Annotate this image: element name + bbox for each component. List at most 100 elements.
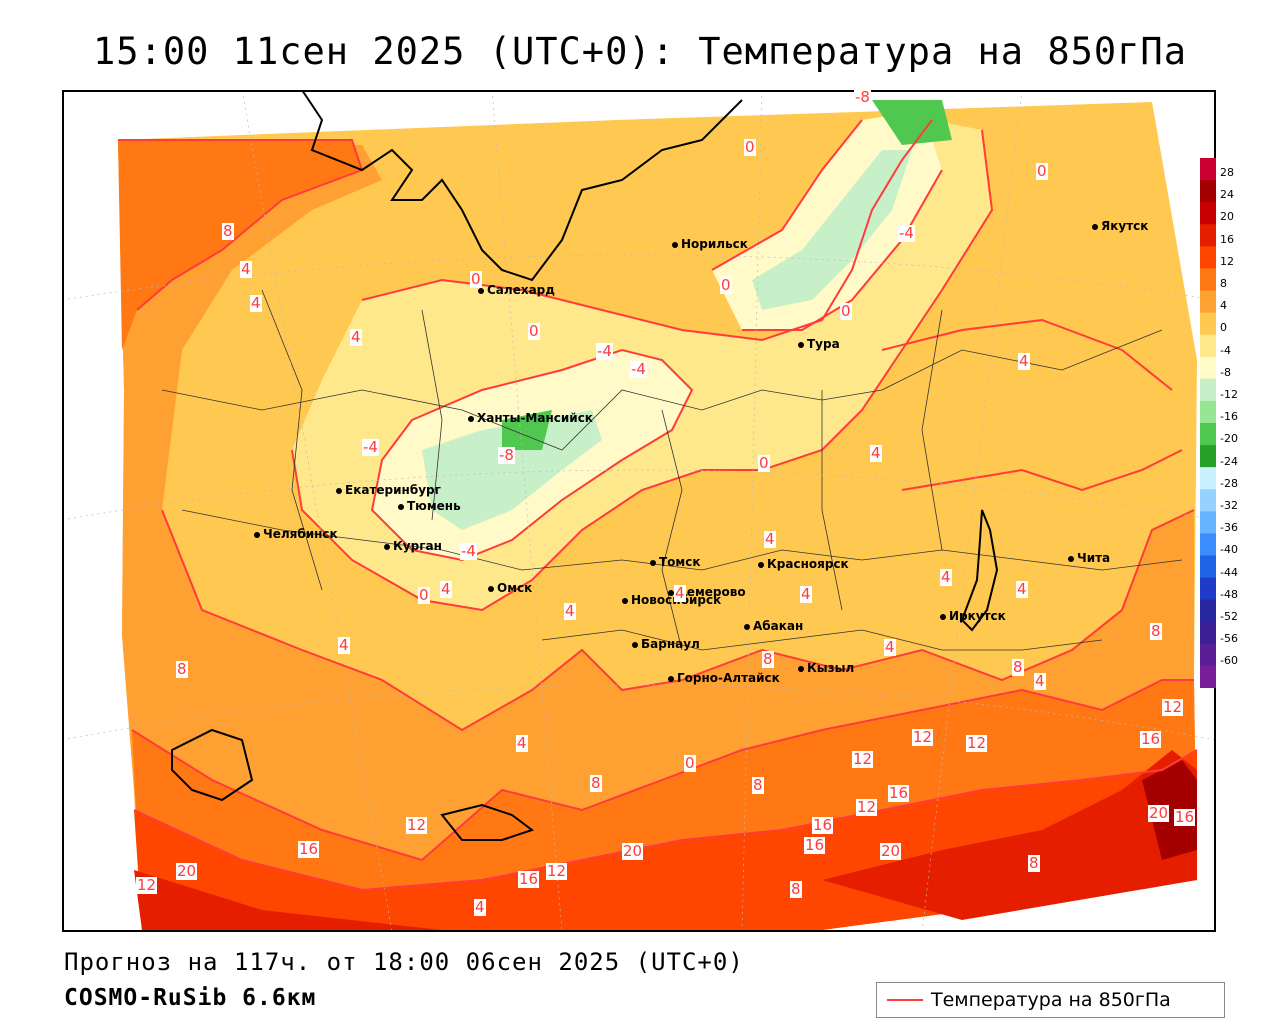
- color-scale-tick-label: -48: [1220, 587, 1238, 601]
- city-label: Чита: [1077, 551, 1111, 565]
- color-scale: [1200, 158, 1216, 688]
- color-scale-tick-label: 24: [1220, 188, 1234, 202]
- contour-value-label: -4: [596, 342, 613, 360]
- contour-value-label: 12: [856, 798, 878, 816]
- city-marker: Кызыл: [798, 661, 854, 675]
- contour-value-label: 4: [350, 328, 362, 346]
- contour-value-label: 0: [720, 276, 732, 294]
- contour-value-label: 8: [790, 880, 802, 898]
- color-scale-segment: [1200, 577, 1216, 601]
- color-scale-tick-label: -44: [1220, 565, 1238, 579]
- zone-20: [134, 750, 1197, 930]
- city-label: Ханты-Мансийск: [477, 411, 593, 425]
- city-dot-icon: [650, 559, 656, 566]
- color-scale-tick-label: -52: [1220, 610, 1238, 623]
- city-dot-icon: [1092, 223, 1098, 230]
- color-scale-segment: [1200, 180, 1216, 203]
- city-dot-icon: [622, 597, 628, 604]
- city-marker: Курган: [384, 539, 442, 553]
- contour-value-label: 0: [418, 586, 430, 604]
- color-scale-segment: [1200, 445, 1216, 468]
- contour-value-label: 0: [470, 270, 482, 288]
- city-label: Норильск: [681, 237, 748, 251]
- contour-value-label: 16: [518, 870, 540, 888]
- contour-lines: [118, 119, 1198, 892]
- color-scale-segment: [1200, 202, 1216, 225]
- city-dot-icon: [1068, 555, 1074, 562]
- city-marker: Челябинск: [254, 527, 338, 541]
- contour-value-label: 4: [764, 530, 776, 548]
- color-scale-tick-label: 20: [1220, 210, 1234, 224]
- city-dot-icon: [336, 487, 342, 494]
- contour-value-label: 8: [222, 222, 234, 240]
- city-dot-icon: [384, 543, 390, 550]
- color-scale-tick-label: -60: [1220, 654, 1238, 668]
- contour-value-label: 16: [1140, 730, 1162, 748]
- city-dot-icon: [798, 341, 804, 348]
- contour-value-label: 4: [674, 584, 686, 602]
- city-label: Омск: [497, 581, 533, 595]
- city-dot-icon: [632, 641, 638, 648]
- contour-value-label: 8: [590, 774, 602, 792]
- color-scale-segment: [1200, 334, 1216, 358]
- contour-value-label: 8: [762, 650, 774, 668]
- city-marker: Барнаул: [632, 637, 700, 651]
- color-scale-tick-label: 12: [1220, 254, 1234, 268]
- contour-value-label: 0: [684, 754, 696, 772]
- color-scale-segment: [1200, 533, 1216, 556]
- color-scale-segment: [1200, 511, 1216, 534]
- color-scale-segment: [1200, 290, 1216, 314]
- city-dot-icon: [468, 415, 474, 422]
- city-label: Томск: [659, 555, 701, 569]
- contour-value-label: 12: [406, 816, 428, 834]
- contour-value-label: -4: [898, 224, 915, 242]
- contour-value-label: 0: [1036, 162, 1048, 180]
- color-scale-segment: [1200, 489, 1216, 512]
- contour-value-label: 4: [440, 580, 452, 598]
- contour-value-label: 12: [136, 876, 158, 894]
- contour-value-label: 16: [888, 784, 910, 802]
- color-scale-tick-label: -20: [1220, 432, 1238, 446]
- contour-value-label: 16: [812, 816, 834, 834]
- contour-value-label: 12: [1162, 698, 1184, 716]
- color-scale-segment: [1200, 400, 1216, 424]
- contour-value-label: 16: [804, 836, 826, 854]
- contour-value-label: 0: [744, 138, 756, 156]
- color-scale-segment: [1200, 312, 1216, 336]
- contour-value-label: 4: [240, 260, 252, 278]
- contour-value-label: 0: [528, 322, 540, 340]
- contour-value-label: 4: [1016, 580, 1028, 598]
- legend-label: Температура на 850гПа: [931, 989, 1171, 1011]
- contour-value-label: 12: [966, 734, 988, 752]
- color-scale-tick-label: 4: [1220, 299, 1227, 313]
- coastlines: [171, 90, 999, 841]
- contour-value-label: 4: [870, 444, 882, 462]
- color-scale-tick-label: 8: [1220, 277, 1227, 290]
- contour-value-label: -4: [460, 542, 477, 560]
- contour-value-label: 0: [840, 302, 852, 320]
- color-scale-tick-label: -8: [1220, 365, 1231, 379]
- color-scale-segment: [1200, 467, 1216, 490]
- city-label: Красноярск: [767, 557, 849, 571]
- map-title: 15:00 11сен 2025 (UTC+0): Температура на…: [93, 30, 1187, 73]
- zone-minus12: [502, 100, 952, 450]
- city-dot-icon: [668, 589, 674, 596]
- color-scale-segment: [1200, 555, 1216, 579]
- color-scale-tick-label: -40: [1220, 543, 1238, 557]
- city-marker: Томск: [650, 555, 701, 569]
- city-marker: Омск: [488, 581, 532, 595]
- city-dot-icon: [488, 585, 494, 592]
- contour-value-label: -8: [854, 88, 871, 106]
- city-marker: Горно-Алтайск: [668, 671, 780, 685]
- contour-value-label: -4: [362, 438, 379, 456]
- contour-value-label: 8: [1028, 854, 1040, 872]
- city-marker: Норильск: [672, 237, 748, 251]
- contour-value-label: 4: [474, 898, 486, 916]
- city-marker: Красноярск: [758, 557, 849, 571]
- city-marker: Чита: [1068, 551, 1110, 565]
- city-dot-icon: [398, 503, 404, 510]
- color-scale-segment: [1200, 643, 1216, 667]
- contour-value-label: 4: [884, 638, 896, 656]
- graticule: [62, 90, 1216, 932]
- contour-value-label: 8: [176, 660, 188, 678]
